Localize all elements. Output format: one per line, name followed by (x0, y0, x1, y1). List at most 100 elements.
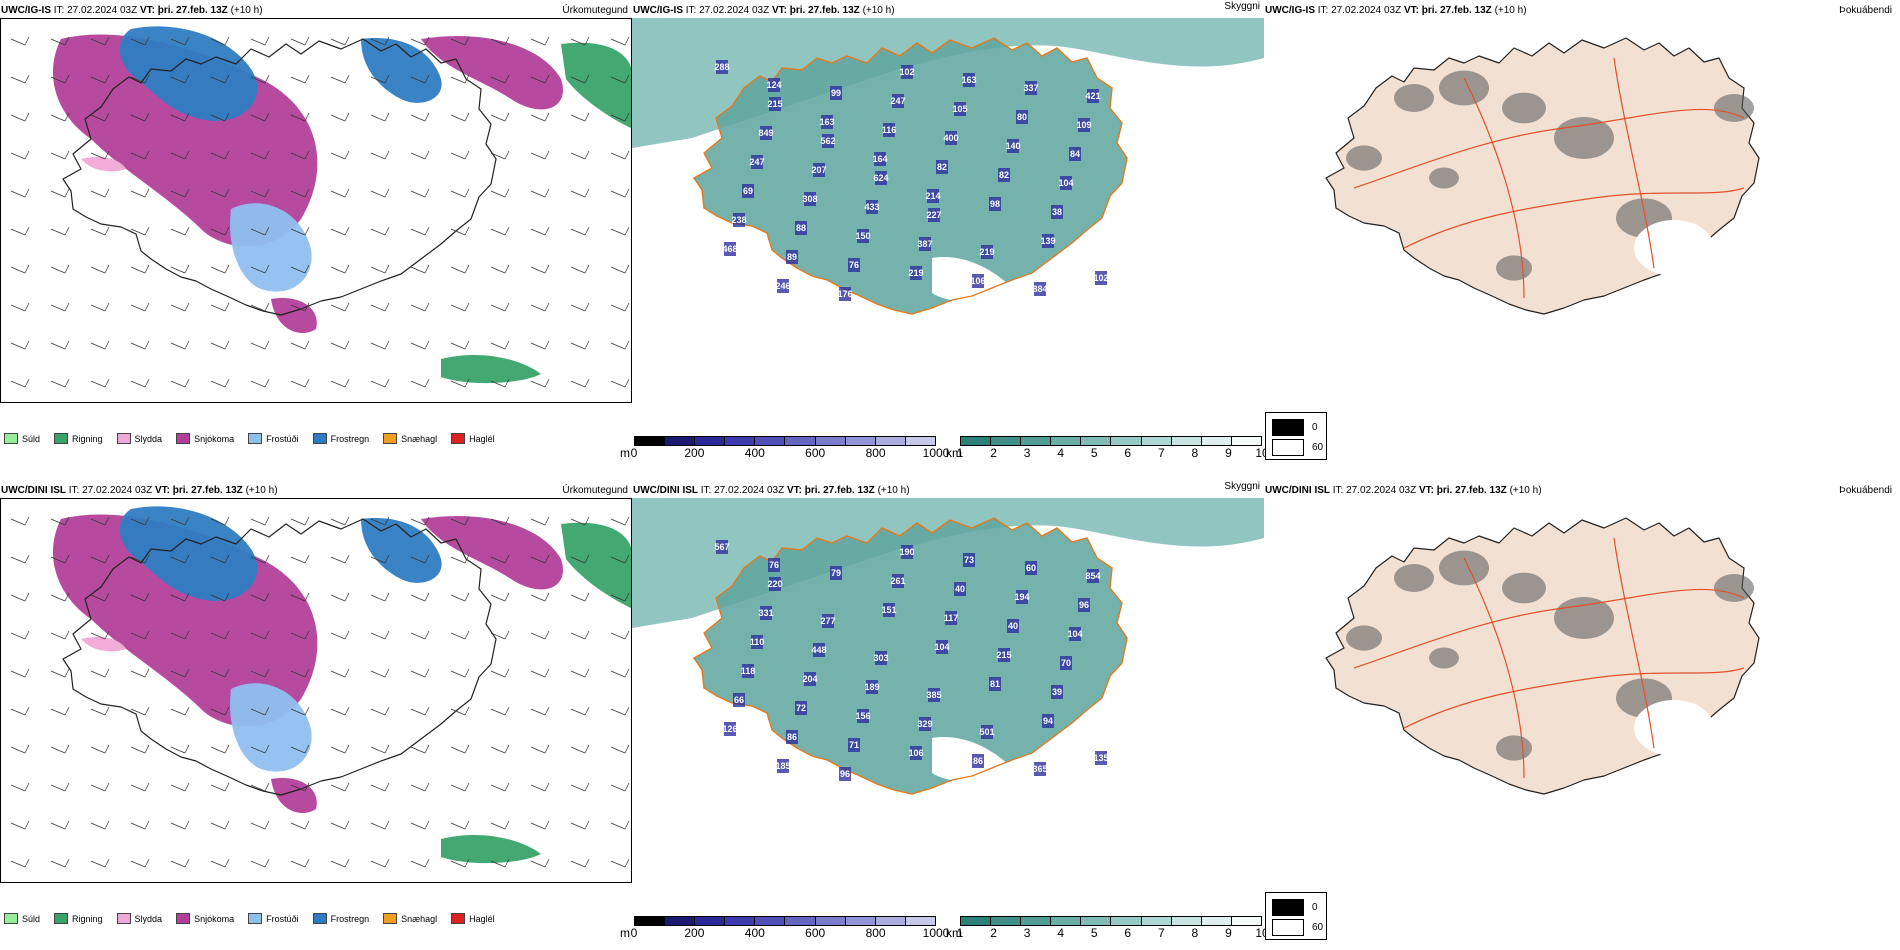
colorbar-cell (875, 437, 906, 445)
wind-barb (250, 226, 270, 236)
panel-fog-row2: UWC/DINI ISL IT: 27.02.2024 03Z VT: þri.… (1264, 480, 1896, 930)
model-name: UWC/DINI ISL (633, 485, 698, 496)
model-name: UWC/IG-IS (1, 5, 51, 16)
colorbar-tick: 800 (865, 926, 886, 940)
colorbar-tick: 6 (1124, 926, 1132, 940)
cloud-base-label: 261 (890, 576, 905, 586)
wind-barb (490, 112, 510, 122)
wind-barb (370, 112, 390, 122)
cloud-cell (892, 94, 904, 108)
vt-label: VT: (154, 485, 170, 496)
wind-barb (370, 592, 390, 602)
wind-barb (450, 112, 470, 122)
colorbar-unit: m (620, 446, 630, 460)
cloud-base-label: 185 (775, 761, 790, 771)
it-label: IT: (53, 5, 65, 16)
cloud-base-label: 80 (1017, 112, 1027, 122)
legend-item: Snæhagl (383, 913, 437, 924)
wind-barb (410, 378, 430, 388)
cloud-cell (936, 160, 948, 174)
valid-time: þri. 27.feb. 13Z (157, 5, 228, 16)
colorbar-ticks: 0 200 400 600 800 1000 m (620, 446, 949, 460)
wind-barb (370, 516, 390, 526)
legend-label: Rigning (72, 913, 103, 924)
cloud-cell (733, 213, 745, 227)
wind-barb (370, 340, 390, 350)
colorbar-cell (815, 917, 846, 925)
wind-barb (330, 188, 350, 198)
wind-barb (210, 150, 230, 160)
init-time: 27.02.2024 03Z (699, 5, 770, 16)
wind-barb (490, 744, 510, 754)
legend-item: Súld (4, 433, 40, 444)
init-time: 27.02.2024 03Z (1331, 5, 1402, 16)
cloud-base-label: 562 (820, 136, 835, 146)
colorbar-cell (785, 917, 816, 925)
cloud-base-label: 81 (990, 679, 1000, 689)
wind-barb (250, 706, 270, 716)
wind-barb (170, 516, 190, 526)
legend-label: Súld (22, 433, 41, 444)
wind-barb (410, 706, 430, 716)
wind-barb (490, 378, 510, 388)
fog-map[interactable] (1264, 498, 1896, 883)
wind-barb (610, 36, 630, 46)
wind-barb (490, 264, 510, 274)
cloud-cell (1060, 656, 1072, 670)
colorbar-tick: 9 (1225, 446, 1232, 460)
cloud-base-label: 246 (775, 281, 790, 291)
colorbar-cell (1141, 917, 1172, 925)
colorbar-cell (1171, 917, 1202, 925)
wind-barb (370, 554, 390, 564)
wind-barb (90, 516, 110, 526)
cloud-cell (883, 603, 895, 617)
wind-barb (10, 858, 30, 868)
visibility-field (632, 18, 1264, 148)
legend-swatch (54, 913, 69, 924)
wind-barb (490, 188, 510, 198)
legend-item: Snjókoma (176, 433, 234, 444)
cloud-base-label: 60 (1026, 563, 1036, 573)
road (1463, 557, 1525, 779)
cloud-base-label: 38 (1052, 207, 1062, 217)
cloud-base-label: 82 (937, 162, 947, 172)
height-colorbar: 0 200 400 600 800 1000 m (620, 916, 949, 940)
cloud-cell (777, 759, 789, 773)
wind-barb (10, 668, 30, 678)
cloud-cell (1087, 89, 1099, 103)
fog-map[interactable] (1264, 18, 1896, 403)
wind-barb (530, 378, 550, 388)
legend-item: Frostúði (248, 433, 299, 444)
cloud-cell (848, 258, 860, 272)
precip-area (421, 35, 563, 110)
cloud-base-label: 40 (1008, 621, 1018, 631)
cloud-cell (724, 242, 736, 256)
glacier (1634, 220, 1714, 276)
cloud-cell (724, 722, 736, 736)
cloud-map[interactable]: 567 220 277 303 385 501 365 854 331 448 189 329 86 60… (632, 498, 1264, 883)
wind-barb (250, 820, 270, 830)
colorbar-tick: 7 (1157, 446, 1165, 460)
cloud-base-label: 117 (944, 613, 959, 623)
colorbar-ticks: 0 200 400 600 800 1000 m (620, 926, 949, 940)
wind-barb (210, 226, 230, 236)
model-name: UWC/DINI ISL (1, 485, 66, 496)
cloud-base-label: 104 (1058, 178, 1073, 188)
wind-barb (530, 820, 550, 830)
cloud-cell (768, 558, 780, 572)
cloud-map[interactable]: 288 215 562 624 227 219 884 421 849 207 433 387 106 3… (632, 18, 1264, 403)
wind-barb (290, 188, 310, 198)
legend-item: Frostregn (312, 913, 369, 924)
wind-barb (530, 630, 550, 640)
precip-type-map[interactable] (0, 18, 632, 403)
precip-type-map[interactable] (0, 498, 632, 883)
wind-barb (370, 264, 390, 274)
cloud-base-label: 79 (831, 568, 841, 578)
wind-barb (610, 706, 630, 716)
wind-barb (410, 264, 430, 274)
colorbar-tick: 0 (630, 926, 638, 940)
wind-barb (570, 340, 590, 350)
cloud-base-label: 567 (714, 542, 729, 552)
wind-barb (330, 340, 350, 350)
colorbar-cells (960, 916, 1262, 926)
